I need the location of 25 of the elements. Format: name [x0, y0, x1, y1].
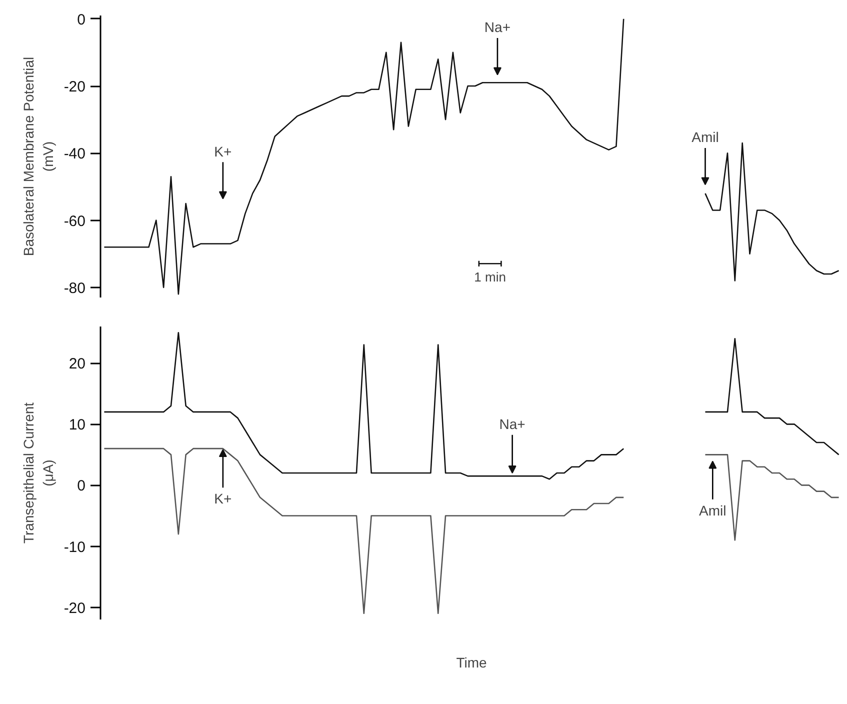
- y-tick-label: -20: [64, 600, 86, 617]
- line-series: [704, 142, 840, 282]
- annotation: K+: [214, 490, 232, 507]
- annotation: Na+: [499, 416, 526, 432]
- y-axis-title: Basolateral Membrane Potential (mV): [20, 56, 56, 256]
- y-axis-title: Transepithelial Current (μA): [20, 402, 56, 544]
- y-tick-label: 10: [68, 416, 86, 434]
- annotation: K+: [214, 143, 232, 160]
- annotation: Amil: [699, 502, 726, 518]
- annotation: Na+: [484, 19, 511, 36]
- y-tick-label: -60: [64, 212, 86, 230]
- annotation: 1 min: [474, 269, 506, 284]
- y-tick-label: -40: [64, 146, 86, 163]
- y-tick-label: 20: [68, 356, 86, 373]
- x-axis-title: Time: [456, 654, 488, 670]
- y-tick-label: 0: [77, 478, 86, 495]
- line-series: [104, 448, 624, 614]
- y-tick-label: 0: [77, 11, 86, 28]
- y-tick-label: -80: [64, 280, 86, 297]
- line-series: [104, 18, 624, 295]
- line-series: [704, 338, 840, 456]
- y-tick-label: -10: [64, 538, 86, 556]
- y-tick-label: -20: [64, 78, 86, 96]
- annotation: Amil: [692, 129, 719, 146]
- line-series: [104, 332, 624, 480]
